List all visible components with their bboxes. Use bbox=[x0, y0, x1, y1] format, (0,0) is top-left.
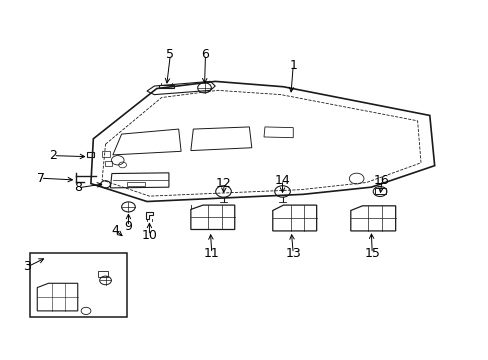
Text: 2: 2 bbox=[49, 149, 57, 162]
Text: 16: 16 bbox=[373, 174, 389, 186]
Bar bbox=[30, 253, 127, 317]
Text: 7: 7 bbox=[37, 172, 44, 185]
Text: 14: 14 bbox=[274, 174, 290, 186]
Text: 4: 4 bbox=[111, 224, 119, 237]
Text: 13: 13 bbox=[285, 247, 301, 260]
Text: 15: 15 bbox=[364, 247, 379, 260]
Text: 11: 11 bbox=[203, 247, 219, 260]
Text: 9: 9 bbox=[124, 220, 132, 233]
Text: 1: 1 bbox=[289, 59, 297, 72]
Text: 6: 6 bbox=[201, 48, 209, 61]
Text: 12: 12 bbox=[216, 177, 231, 190]
Text: 5: 5 bbox=[166, 48, 174, 61]
Text: 10: 10 bbox=[141, 229, 157, 242]
Text: 8: 8 bbox=[74, 181, 81, 194]
Text: 3: 3 bbox=[23, 260, 31, 273]
